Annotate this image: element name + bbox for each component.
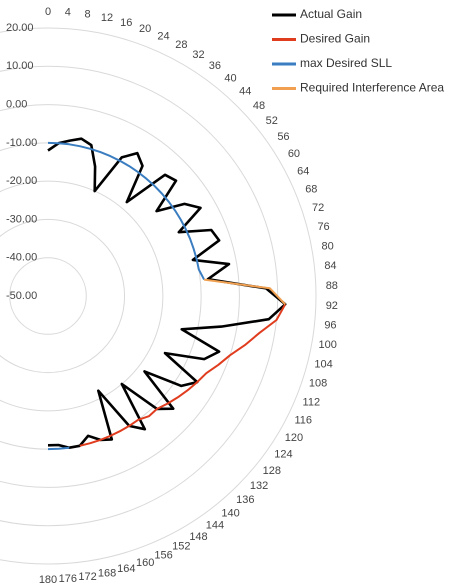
r-tick-label: -50.00 (6, 290, 37, 302)
grid-ring (0, 27, 317, 565)
angle-label: 132 (250, 480, 268, 492)
grid-ring (9, 257, 87, 335)
angle-label: 40 (224, 72, 236, 84)
legend-label: Desired Gain (300, 32, 370, 46)
angle-label: 104 (314, 359, 332, 371)
legend-label: Required Interference Area (300, 81, 444, 95)
angle-label: 168 (98, 568, 116, 580)
angle-label: 76 (317, 221, 329, 233)
angle-label: 36 (209, 60, 221, 72)
angle-label: 164 (117, 563, 135, 575)
angle-label: 64 (297, 165, 309, 177)
angle-label: 108 (309, 378, 327, 390)
angle-label: 72 (312, 202, 324, 214)
angle-label: 176 (59, 573, 77, 585)
r-tick-label: 0.00 (6, 98, 27, 110)
r-tick-label: -10.00 (6, 137, 37, 149)
series-line (47, 141, 205, 451)
angle-label: 92 (326, 300, 338, 312)
grid-ring (0, 142, 202, 450)
grid-ring (0, 180, 164, 412)
r-tick-label: -40.00 (6, 252, 37, 264)
angle-label: 156 (154, 549, 172, 561)
legend-label: Actual Gain (300, 7, 362, 21)
series-line (47, 137, 287, 449)
angle-label: 152 (172, 541, 190, 553)
series-line (203, 278, 286, 305)
angle-label: 8 (84, 9, 90, 21)
angle-label: 32 (192, 49, 204, 61)
angle-label: 84 (324, 260, 336, 272)
angle-label: 160 (136, 557, 154, 569)
angle-label: 4 (65, 7, 71, 19)
angle-label: 80 (322, 241, 334, 253)
angle-label: 56 (277, 131, 289, 143)
angle-label: 68 (305, 184, 317, 196)
angle-label: 0 (45, 6, 51, 18)
angle-label: 100 (319, 339, 337, 351)
angle-label: 88 (326, 280, 338, 292)
angle-label: 28 (175, 39, 187, 51)
grid-ring (0, 104, 240, 488)
angle-label: 112 (303, 396, 321, 408)
angle-label: 24 (157, 30, 169, 42)
r-tick-label: -20.00 (6, 175, 37, 187)
angle-label: 180 (39, 574, 57, 586)
angle-label: 120 (285, 432, 303, 444)
angle-label: 136 (236, 494, 254, 506)
angle-label: 140 (221, 507, 239, 519)
angle-label: 116 (294, 414, 312, 426)
angle-label: 12 (101, 12, 113, 24)
angle-label: 96 (324, 320, 336, 332)
r-tick-label: 20.00 (6, 22, 34, 34)
angle-label: 148 (189, 531, 207, 543)
angle-label: 172 (78, 571, 96, 583)
angle-label: 124 (274, 449, 292, 461)
angle-label: 16 (120, 17, 132, 29)
angle-label: 144 (206, 520, 224, 532)
series-line (79, 303, 287, 447)
angle-label: 128 (263, 465, 281, 477)
angle-label: 52 (266, 115, 278, 127)
grid-ring (0, 65, 279, 527)
legend-label: max Desired SLL (300, 56, 392, 70)
r-tick-label: 10.00 (6, 60, 34, 72)
r-tick-label: -30.00 (6, 213, 37, 225)
grid-ring (0, 218, 126, 374)
angle-label: 44 (239, 86, 251, 98)
angle-label: 48 (253, 100, 265, 112)
angle-label: 60 (288, 148, 300, 160)
angle-label: 20 (139, 23, 151, 35)
